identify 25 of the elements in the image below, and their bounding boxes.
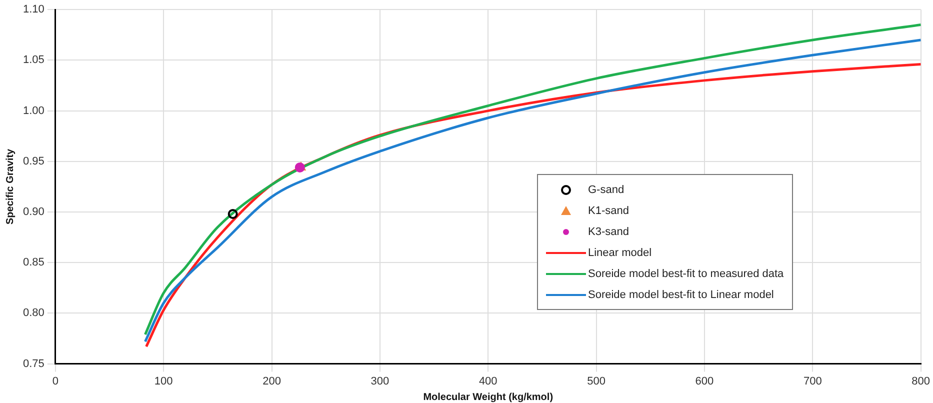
x-tick-label: 800 (912, 375, 930, 388)
x-tick-label: 300 (370, 375, 390, 388)
x-tick-label: 600 (695, 375, 714, 388)
x-tick-label: 400 (478, 375, 498, 388)
x-tick-label: 700 (803, 375, 822, 388)
y-tick-label: 1.10 (22, 4, 44, 16)
legend-label: G-sand (588, 184, 624, 196)
legend-label: Soreide model best-fit to Linear model (588, 288, 774, 300)
legend-label: Linear model (588, 246, 652, 258)
y-tick-label: 0.95 (22, 155, 44, 168)
y-tick-label: 0.75 (22, 358, 44, 370)
x-axis-title: Molecular Weight (kg/kmol) (423, 392, 554, 403)
legend-label: Soreide model best-fit to measured data (588, 268, 784, 280)
y-tick-label: 1.05 (22, 54, 44, 66)
x-tick-label: 100 (154, 375, 173, 388)
legend-label: K3-sand (588, 226, 629, 238)
y-tick-label: 0.85 (22, 256, 44, 269)
x-tick-label: 0 (52, 375, 58, 388)
x-tick-label: 200 (262, 375, 281, 388)
y-tick-label: 0.90 (22, 206, 44, 218)
y-tick-label: 0.80 (22, 307, 44, 320)
legend-label: K1-sand (588, 204, 629, 216)
y-tick-label: 1.00 (22, 104, 44, 117)
y-axis-title: Specific Gravity (4, 148, 16, 224)
x-tick-label: 500 (587, 375, 606, 388)
